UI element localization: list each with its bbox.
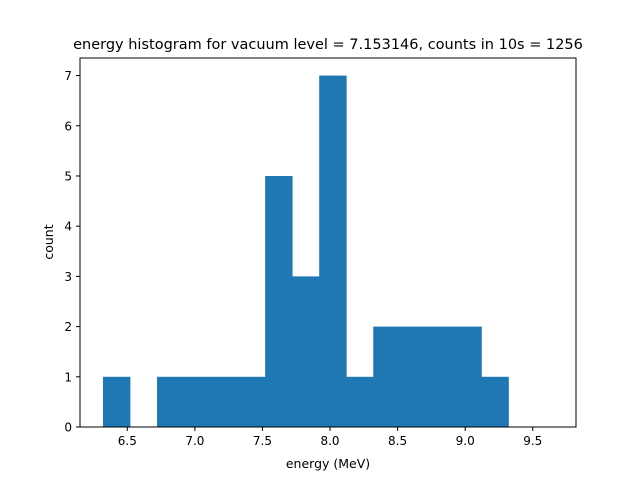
histogram-bar bbox=[319, 75, 347, 428]
histogram-bar bbox=[373, 326, 401, 427]
x-tick-label: 9.0 bbox=[456, 434, 475, 448]
y-tick-label: 6 bbox=[64, 119, 72, 133]
y-tick-label: 4 bbox=[64, 220, 72, 234]
plot-frame bbox=[79, 57, 577, 428]
y-tick-label: 1 bbox=[64, 370, 72, 384]
histogram-bars bbox=[102, 75, 509, 428]
histogram-bar bbox=[427, 326, 455, 427]
histogram-bar bbox=[184, 376, 212, 427]
histogram-bar bbox=[102, 376, 131, 427]
histogram-bar bbox=[454, 326, 482, 427]
y-tick-label: 3 bbox=[64, 270, 72, 284]
histogram-bar bbox=[346, 376, 374, 427]
y-tick-label: 5 bbox=[64, 169, 72, 183]
histogram-bar bbox=[238, 376, 266, 427]
y-axis-label: count bbox=[41, 224, 56, 259]
histogram-bar bbox=[211, 376, 239, 427]
histogram-bar bbox=[292, 276, 320, 427]
y-tick-label: 0 bbox=[64, 421, 72, 435]
histogram-bar bbox=[400, 326, 428, 427]
y-tick-label: 2 bbox=[64, 320, 72, 334]
x-axis-label: energy (MeV) bbox=[286, 456, 370, 471]
x-tick-label: 8.5 bbox=[388, 434, 407, 448]
x-tick-label: 7.5 bbox=[253, 434, 272, 448]
histogram-bar bbox=[265, 175, 293, 427]
x-axis-ticks: 6.5 7.0 7.5 8.0 8.5 9.0 9.5 bbox=[118, 427, 542, 448]
x-tick-label: 7.0 bbox=[185, 434, 204, 448]
y-axis-ticks: 0 1 2 3 4 5 6 7 bbox=[64, 69, 80, 435]
x-tick-label: 9.5 bbox=[523, 434, 542, 448]
y-tick-label: 7 bbox=[64, 69, 72, 83]
chart-title: energy histogram for vacuum level = 7.15… bbox=[73, 37, 583, 53]
x-tick-label: 6.5 bbox=[118, 434, 137, 448]
histogram-bar bbox=[481, 376, 509, 427]
x-tick-label: 8.0 bbox=[320, 434, 339, 448]
histogram-bar bbox=[157, 376, 185, 427]
